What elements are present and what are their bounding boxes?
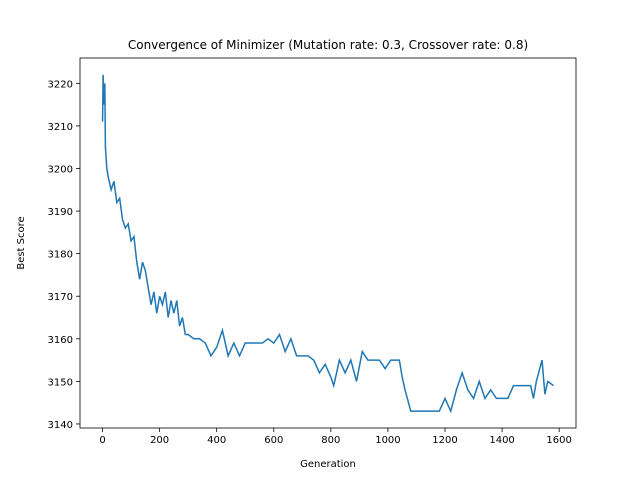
y-tick-label: 3200 (48, 164, 73, 175)
x-tick-label: 600 (264, 435, 283, 446)
x-tick-label: 1200 (432, 435, 457, 446)
y-tick-label: 3190 (48, 207, 73, 218)
y-tick-label: 3150 (48, 377, 73, 388)
y-tick-label: 3170 (48, 292, 73, 303)
x-tick-label: 1000 (375, 435, 400, 446)
x-tick-label: 400 (207, 435, 226, 446)
y-tick-label: 3220 (48, 79, 73, 90)
x-tick-label: 1400 (489, 435, 514, 446)
data-line (101, 74, 554, 414)
x-tick-label: 200 (150, 435, 169, 446)
plot-frame (79, 57, 577, 429)
y-tick-label: 3140 (48, 420, 73, 431)
x-tick-label: 800 (321, 435, 340, 446)
chart-title: Convergence of Minimizer (Mutation rate:… (128, 38, 528, 52)
x-tick-label: 1600 (546, 435, 571, 446)
y-tick-label: 3160 (48, 335, 73, 346)
y-axis-label: Best Score (16, 216, 27, 269)
y-tick-label: 3210 (48, 122, 73, 133)
y-tick-label: 3180 (48, 250, 73, 261)
x-tick-label: 0 (99, 435, 105, 446)
x-axis-label: Generation (300, 459, 356, 470)
